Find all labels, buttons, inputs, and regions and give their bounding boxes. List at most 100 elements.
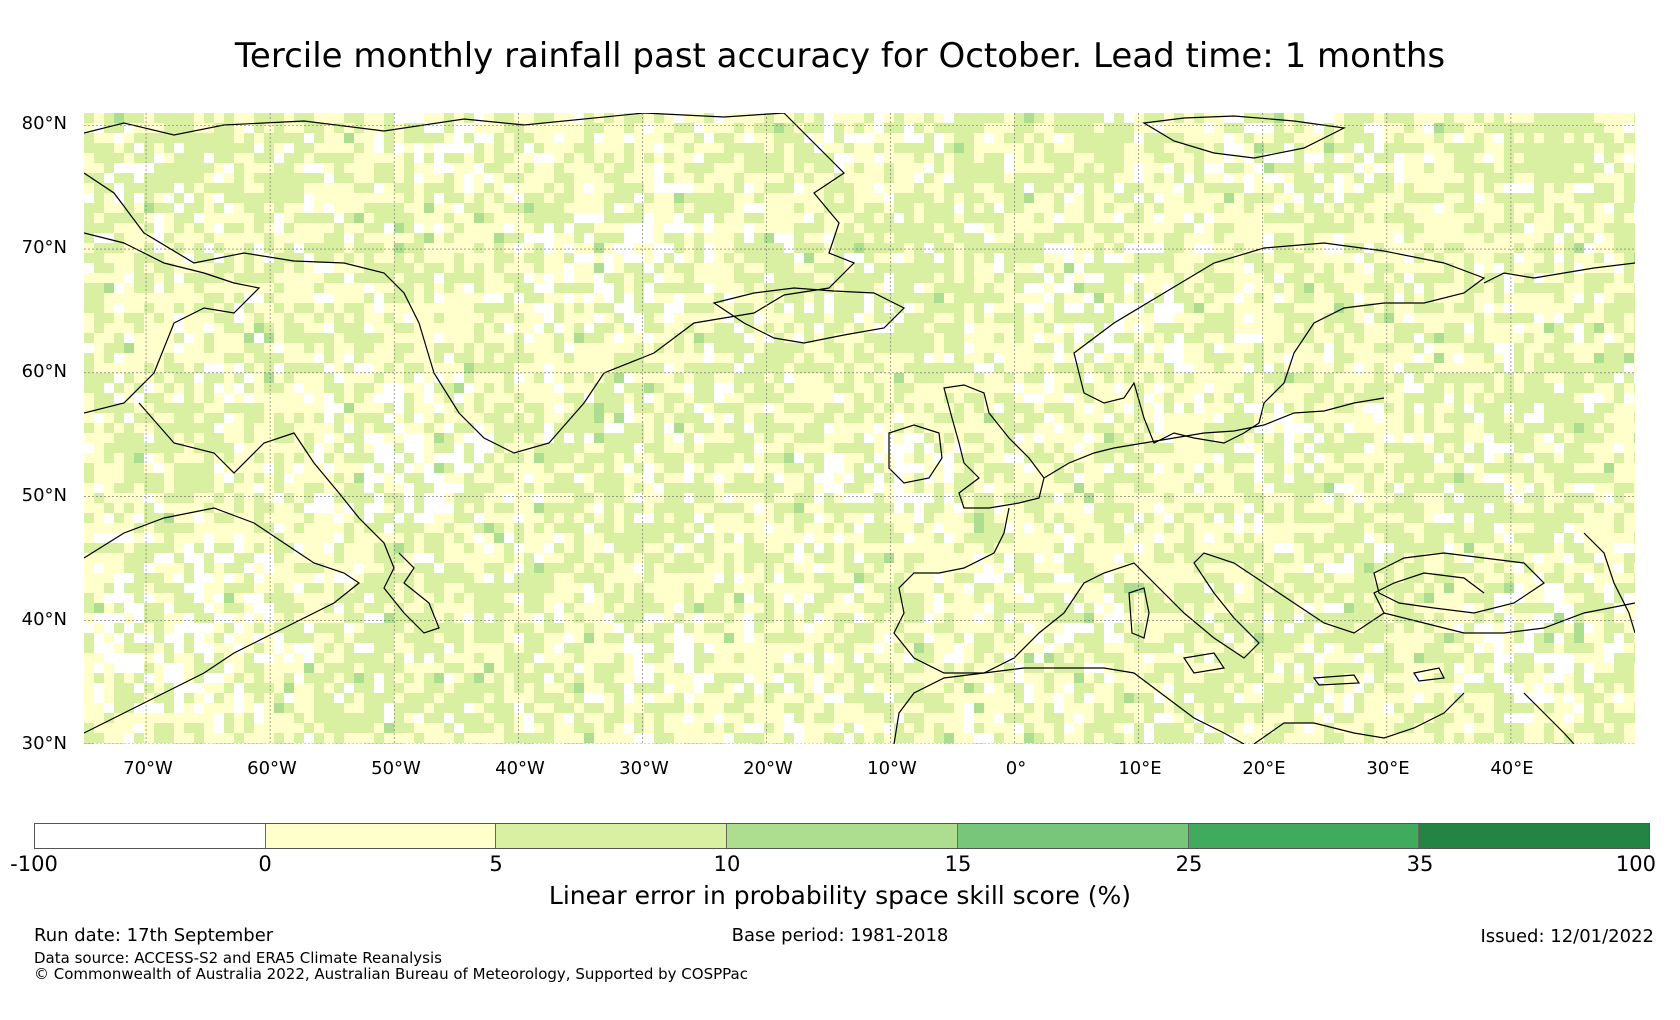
skill-cell bbox=[334, 403, 344, 413]
skill-cell bbox=[154, 153, 164, 163]
skill-cell bbox=[354, 233, 364, 243]
skill-cell bbox=[1064, 223, 1074, 233]
skill-cell bbox=[774, 553, 784, 563]
skill-cell bbox=[374, 413, 384, 423]
skill-cell bbox=[234, 503, 244, 513]
skill-cell bbox=[894, 483, 904, 493]
skill-cell bbox=[444, 633, 454, 643]
skill-cell bbox=[914, 453, 924, 463]
skill-cell bbox=[964, 633, 974, 643]
skill-cell bbox=[1024, 123, 1034, 133]
skill-cell bbox=[1564, 463, 1574, 473]
skill-cell bbox=[574, 333, 584, 343]
skill-cell bbox=[944, 173, 954, 183]
skill-cell bbox=[614, 243, 624, 253]
skill-cell bbox=[334, 413, 344, 423]
skill-cell bbox=[1264, 473, 1274, 483]
skill-cell bbox=[674, 223, 684, 233]
skill-cell bbox=[584, 523, 594, 533]
skill-cell bbox=[824, 323, 834, 333]
skill-cell bbox=[1484, 403, 1494, 413]
skill-cell bbox=[1394, 133, 1404, 143]
skill-cell bbox=[604, 323, 614, 333]
skill-cell bbox=[1584, 593, 1594, 603]
skill-cell bbox=[964, 223, 974, 233]
skill-cell bbox=[1504, 403, 1514, 413]
skill-cell bbox=[1364, 553, 1374, 563]
skill-cell bbox=[764, 453, 774, 463]
skill-cell bbox=[224, 403, 234, 413]
skill-cell bbox=[1134, 203, 1144, 213]
skill-cell bbox=[634, 273, 644, 283]
skill-cell bbox=[904, 363, 914, 373]
skill-cell bbox=[1244, 483, 1254, 493]
skill-cell bbox=[1444, 413, 1454, 423]
skill-cell bbox=[1624, 553, 1634, 563]
skill-cell bbox=[1034, 333, 1044, 343]
skill-cell bbox=[1384, 183, 1394, 193]
skill-cell bbox=[504, 533, 514, 543]
skill-cell bbox=[604, 263, 614, 273]
skill-cell bbox=[524, 273, 534, 283]
skill-cell bbox=[504, 423, 514, 433]
skill-cell bbox=[94, 183, 104, 193]
skill-cell bbox=[1144, 193, 1154, 203]
skill-cell bbox=[264, 363, 274, 373]
skill-cell bbox=[1554, 523, 1564, 533]
skill-cell bbox=[284, 313, 294, 323]
skill-cell bbox=[1194, 503, 1204, 513]
skill-cell bbox=[684, 513, 694, 523]
skill-cell bbox=[844, 313, 854, 323]
skill-cell bbox=[1124, 553, 1134, 563]
skill-cell bbox=[1494, 193, 1504, 203]
skill-cell bbox=[254, 123, 264, 133]
skill-cell bbox=[1614, 593, 1624, 603]
skill-cell bbox=[1054, 543, 1064, 553]
skill-cell bbox=[1094, 243, 1104, 253]
skill-cell bbox=[1414, 393, 1424, 403]
skill-cell bbox=[1394, 593, 1404, 603]
skill-cell bbox=[524, 423, 534, 433]
skill-cell bbox=[724, 333, 734, 343]
skill-cell bbox=[734, 573, 744, 583]
skill-cell bbox=[124, 313, 134, 323]
skill-cell bbox=[384, 313, 394, 323]
skill-cell bbox=[1024, 483, 1034, 493]
skill-cell bbox=[1404, 543, 1414, 553]
skill-cell bbox=[594, 243, 604, 253]
skill-cell bbox=[154, 173, 164, 183]
skill-cell bbox=[264, 293, 274, 303]
skill-cell bbox=[544, 453, 554, 463]
skill-cell bbox=[1314, 153, 1324, 163]
skill-cell bbox=[1064, 243, 1074, 253]
skill-cell bbox=[1134, 583, 1144, 593]
skill-cell bbox=[214, 613, 224, 623]
skill-cell bbox=[1344, 433, 1354, 443]
skill-cell bbox=[314, 153, 324, 163]
skill-cell bbox=[494, 263, 504, 273]
skill-cell bbox=[814, 543, 824, 553]
skill-cell bbox=[834, 313, 844, 323]
skill-cell bbox=[684, 583, 694, 593]
skill-cell bbox=[1554, 593, 1564, 603]
skill-cell bbox=[1554, 283, 1564, 293]
skill-cell bbox=[1574, 153, 1584, 163]
skill-cell bbox=[204, 503, 214, 513]
skill-cell bbox=[544, 363, 554, 373]
skill-cell bbox=[164, 163, 174, 173]
skill-cell bbox=[1364, 543, 1374, 553]
skill-cell bbox=[224, 393, 234, 403]
skill-cell bbox=[554, 133, 564, 143]
skill-cell bbox=[104, 283, 114, 293]
skill-cell bbox=[544, 113, 554, 123]
skill-cell bbox=[84, 283, 94, 293]
skill-cell bbox=[924, 313, 934, 323]
skill-cell bbox=[594, 393, 604, 403]
skill-cell bbox=[1144, 483, 1154, 493]
skill-cell bbox=[1214, 573, 1224, 583]
skill-cell bbox=[754, 243, 764, 253]
skill-cell bbox=[614, 613, 624, 623]
skill-cell bbox=[1574, 553, 1584, 563]
skill-cell bbox=[1384, 533, 1394, 543]
skill-cell bbox=[1154, 543, 1164, 553]
